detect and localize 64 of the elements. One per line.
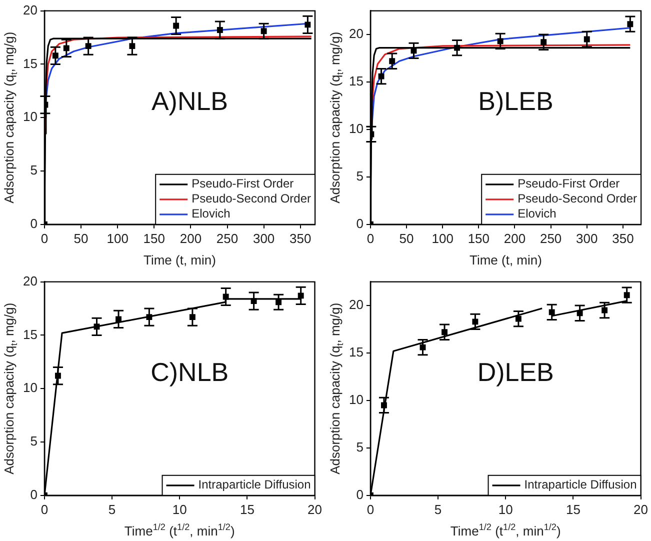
y-tick-label: 10: [22, 109, 38, 124]
y-tick-label: 5: [356, 168, 364, 184]
y-tick-label: 0: [356, 486, 364, 502]
y-tick-label: 15: [22, 326, 38, 342]
x-tick-label: 5: [108, 502, 116, 517]
x-tick-label: 350: [290, 230, 312, 246]
x-tick-label: 15: [240, 502, 254, 517]
x-tick-label: 250: [540, 230, 562, 246]
y-tick-label: 0: [356, 216, 364, 231]
x-tick-label: 200: [504, 230, 526, 246]
y-tick-label: 15: [348, 74, 364, 89]
legend-label: Pseudo-First Order: [518, 176, 620, 191]
x-tick-label: 0: [366, 502, 374, 517]
y-axis-title: Adsorption capacity (qt, mg/g): [328, 32, 346, 204]
y-tick-label: 0: [30, 486, 38, 502]
x-tick-label: 10: [498, 502, 513, 517]
y-tick-label: 5: [30, 434, 38, 449]
annotation: B)LEB: [478, 86, 554, 116]
y-axis-title: Adsorption capacity (qt, mg/g): [328, 302, 346, 474]
x-tick-label: 100: [106, 230, 128, 246]
y-axis-title: Adsorption capacity (qt, mg/g): [2, 302, 20, 474]
x-tick-label: 15: [566, 502, 580, 517]
x-tick-label: 200: [180, 230, 202, 246]
x-tick-label: 0: [40, 502, 48, 517]
legend-label: Intraparticle Diffusion: [198, 478, 311, 492]
x-tick-label: 100: [432, 230, 454, 246]
y-tick-label: 5: [30, 162, 38, 178]
y-tick-label: 20: [22, 2, 38, 18]
annotation: D)LEB: [477, 356, 554, 387]
x-tick-label: 150: [143, 230, 165, 246]
x-tick-label: 50: [74, 230, 88, 246]
x-tick-label: 0: [366, 230, 374, 246]
x-tick-label: 20: [308, 502, 322, 517]
y-tick-label: 5: [356, 440, 364, 455]
x-tick-label: 5: [434, 502, 442, 517]
x-tick-label: 0: [40, 230, 48, 246]
y-tick-label: 20: [22, 273, 38, 288]
y-tick-label: 20: [348, 297, 364, 312]
x-tick-label: 350: [612, 230, 634, 246]
legend-label: Elovich: [192, 206, 230, 221]
x-tick-label: 300: [252, 230, 275, 246]
x-tick-label: 300: [576, 230, 598, 246]
legend-label: Pseudo-Second Order: [518, 192, 638, 206]
x-tick-label: 250: [216, 230, 238, 246]
y-tick-label: 10: [22, 380, 38, 396]
y-tick-label: 20: [348, 26, 364, 42]
x-tick-label: 10: [172, 502, 187, 517]
x-axis-title: Time (t, min): [144, 252, 216, 268]
legend-label: Elovich: [518, 206, 556, 221]
y-tick-label: 15: [348, 344, 364, 360]
legend-label: Intraparticle Diffusion: [524, 478, 637, 492]
y-tick-label: 15: [22, 56, 38, 71]
x-tick-label: 150: [468, 230, 490, 246]
annotation: A)NLB: [151, 86, 228, 116]
y-tick-label: 10: [348, 392, 364, 408]
legend-label: Pseudo-Second Order: [192, 192, 312, 206]
legend-label: Pseudo-First Order: [192, 176, 294, 191]
y-tick-label: 0: [30, 216, 38, 231]
x-tick-label: 50: [399, 230, 414, 246]
annotation: C)NLB: [150, 356, 229, 387]
y-tick-label: 10: [348, 121, 364, 136]
x-tick-label: 20: [634, 502, 648, 517]
x-axis-title: Time (t, min): [470, 252, 542, 268]
y-axis-title: Adsorption capacity (qt, mg/g): [2, 32, 20, 204]
